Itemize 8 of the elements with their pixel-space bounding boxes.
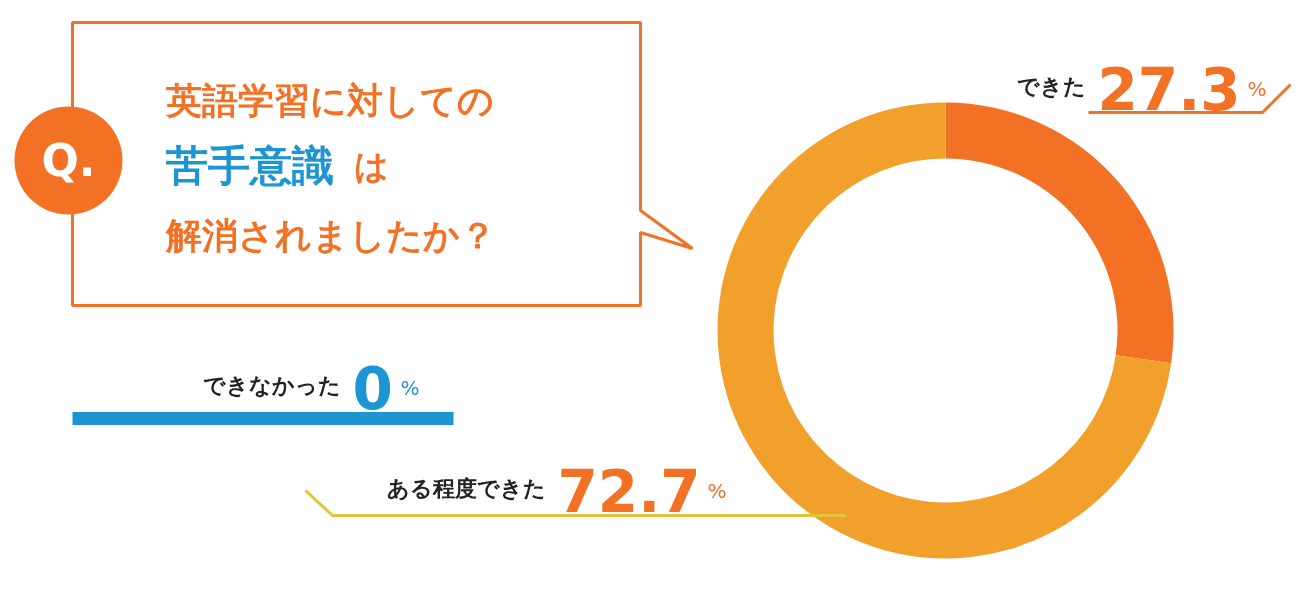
text: Q. [41, 135, 96, 186]
data-label: 72.7% [557, 458, 727, 526]
text: 0% [352, 355, 420, 423]
slice-label: ある程度できた [386, 476, 546, 501]
slice-label: できた [1016, 74, 1086, 99]
data-label: 27.3% [1097, 56, 1267, 124]
text: 英語学習に対しての苦手意識は解消されましたか？ [164, 80, 496, 256]
category-label: できなかった [202, 373, 341, 398]
